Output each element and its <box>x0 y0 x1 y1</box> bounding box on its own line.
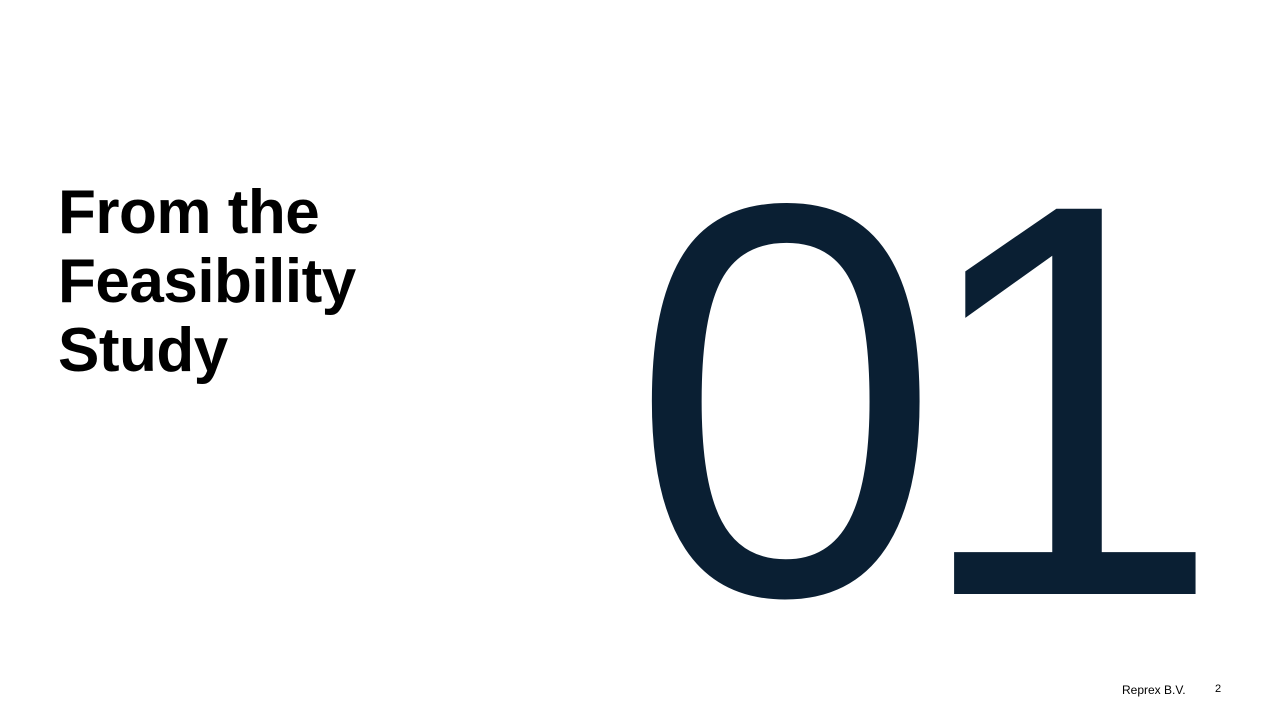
section-number: 01 <box>630 87 1223 713</box>
section-title-line: From the <box>58 178 320 247</box>
footer-page-number: 2 <box>1215 683 1222 695</box>
section-title-line: Study <box>58 316 228 385</box>
section-title-line: Feasibility <box>58 247 356 316</box>
footer-company-name: Reprex B.V. <box>1122 683 1186 697</box>
section-title: From the Feasibility Study <box>58 178 356 385</box>
